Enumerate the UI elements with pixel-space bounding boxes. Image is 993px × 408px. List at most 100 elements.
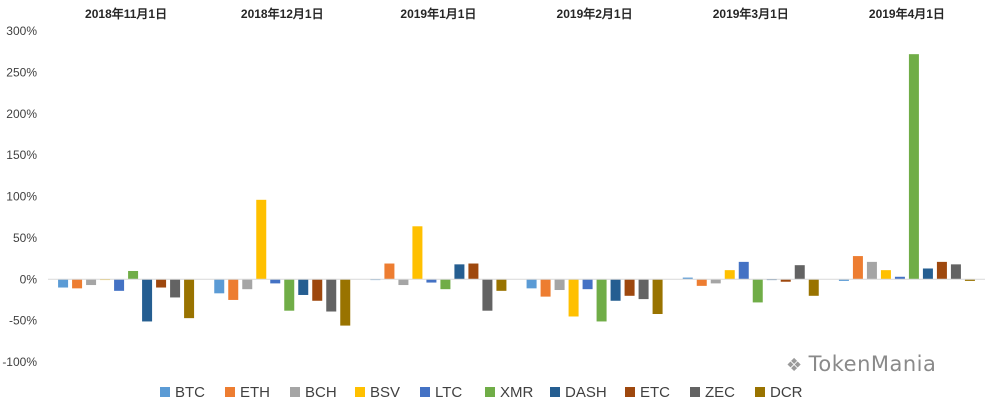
category-label: 2019年1月1日	[400, 6, 476, 21]
bar-eth	[228, 279, 239, 300]
legend-swatch-eth	[225, 387, 235, 397]
bar-xmr	[908, 54, 919, 280]
category-label: 2019年3月1日	[713, 6, 789, 21]
watermark-text: TokenMania	[808, 352, 937, 376]
bar-btc	[682, 277, 693, 280]
bar-eth	[696, 279, 707, 286]
y-tick-label: -50%	[9, 314, 37, 328]
bar-zec	[326, 279, 337, 312]
legend-label-bch: BCH	[305, 384, 337, 401]
bar-bch	[554, 279, 565, 291]
y-tick-label: 0%	[20, 272, 38, 286]
bar-zec	[638, 279, 649, 300]
y-tick-label: 50%	[13, 231, 37, 245]
category-label: 2019年4月1日	[869, 6, 945, 21]
bar-ltc	[582, 279, 593, 290]
bar-dash	[142, 279, 153, 322]
bar-ltc	[114, 279, 125, 291]
y-tick-label: 300%	[6, 24, 37, 38]
legend: BTC ETH BCH BSV LTC XMR DASH ETC ZEC DCR	[160, 384, 803, 401]
watermark: ❖ TokenMania	[786, 352, 936, 376]
legend-swatch-bch	[290, 387, 300, 397]
bar-dash	[298, 279, 309, 295]
category-label: 2018年12月1日	[241, 6, 324, 21]
bar-zec	[170, 279, 181, 298]
bar-bch	[398, 279, 409, 286]
bar-bch	[866, 261, 877, 280]
legend-label-dcr: DCR	[770, 384, 803, 401]
bar-etc	[624, 279, 635, 296]
y-tick-label: 200%	[6, 107, 37, 121]
bar-eth	[540, 279, 551, 297]
bar-btc	[214, 279, 225, 294]
bar-zec	[794, 265, 805, 280]
bars	[58, 54, 975, 326]
category-labels: 2018年11月1日 2018年12月1日 2019年1月1日 2019年2月1日 20…	[85, 6, 945, 21]
legend-label-ltc: LTC	[435, 384, 462, 401]
bar-eth	[384, 263, 395, 280]
bar-dcr	[964, 279, 975, 281]
category-label: 2018年11月1日	[85, 6, 167, 21]
bar-bch	[242, 279, 253, 290]
bar-etc	[468, 263, 479, 280]
bar-btc	[526, 279, 537, 289]
bar-etc	[312, 279, 323, 301]
bar-eth	[852, 256, 863, 280]
y-tick-label: 100%	[6, 190, 37, 204]
legend-swatch-zec	[690, 387, 700, 397]
bar-ltc	[894, 276, 905, 280]
bar-bch	[86, 279, 97, 286]
legend-swatch-dcr	[755, 387, 765, 397]
y-tick-label: 150%	[6, 148, 37, 162]
bar-bsv	[880, 270, 891, 280]
category-label: 2019年2月1日	[557, 6, 633, 21]
bar-dcr	[184, 279, 195, 319]
legend-label-zec: ZEC	[705, 384, 735, 401]
y-tick-label: 250%	[6, 65, 37, 79]
legend-swatch-etc	[625, 387, 635, 397]
bar-xmr	[752, 279, 763, 303]
bar-dcr	[808, 279, 819, 296]
bar-dash	[454, 264, 465, 280]
bar-xmr	[284, 279, 295, 311]
bar-btc	[838, 279, 849, 281]
legend-label-etc: ETC	[640, 384, 670, 401]
bar-dash	[610, 279, 621, 301]
bar-eth	[72, 279, 83, 289]
legend-swatch-bsv	[355, 387, 365, 397]
bar-zec	[482, 279, 493, 311]
wechat-icon: ❖	[786, 355, 803, 376]
bar-bsv	[724, 270, 735, 280]
bar-bch	[710, 279, 721, 284]
bar-bsv	[256, 199, 267, 280]
bar-xmr	[596, 279, 607, 322]
y-tick-label: -100%	[2, 355, 37, 369]
bar-etc	[936, 261, 947, 280]
bar-dcr	[652, 279, 663, 315]
legend-swatch-xmr	[485, 387, 495, 397]
legend-label-btc: BTC	[175, 384, 205, 401]
legend-label-xmr: XMR	[500, 384, 534, 401]
y-axis: -100% -50% 0% 50% 100% 150% 200% 250% 300%	[2, 24, 37, 369]
bar-ltc	[426, 279, 437, 283]
bar-dcr	[496, 279, 507, 291]
bar-etc	[156, 279, 167, 288]
bar-dcr	[340, 279, 351, 326]
legend-swatch-btc	[160, 387, 170, 397]
bar-ltc	[738, 261, 749, 280]
legend-label-bsv: BSV	[370, 384, 400, 401]
bar-dash	[922, 268, 933, 280]
bar-btc	[58, 279, 69, 288]
legend-label-eth: ETH	[240, 384, 270, 401]
bar-ltc	[270, 279, 281, 284]
bar-bsv	[412, 226, 423, 280]
bar-zec	[950, 264, 961, 280]
bar-etc	[780, 279, 791, 282]
legend-swatch-dash	[550, 387, 560, 397]
bar-bsv	[568, 279, 579, 317]
bar-xmr	[128, 270, 139, 280]
legend-swatch-ltc	[420, 387, 430, 397]
legend-label-dash: DASH	[565, 384, 607, 401]
bar-xmr	[440, 279, 451, 290]
